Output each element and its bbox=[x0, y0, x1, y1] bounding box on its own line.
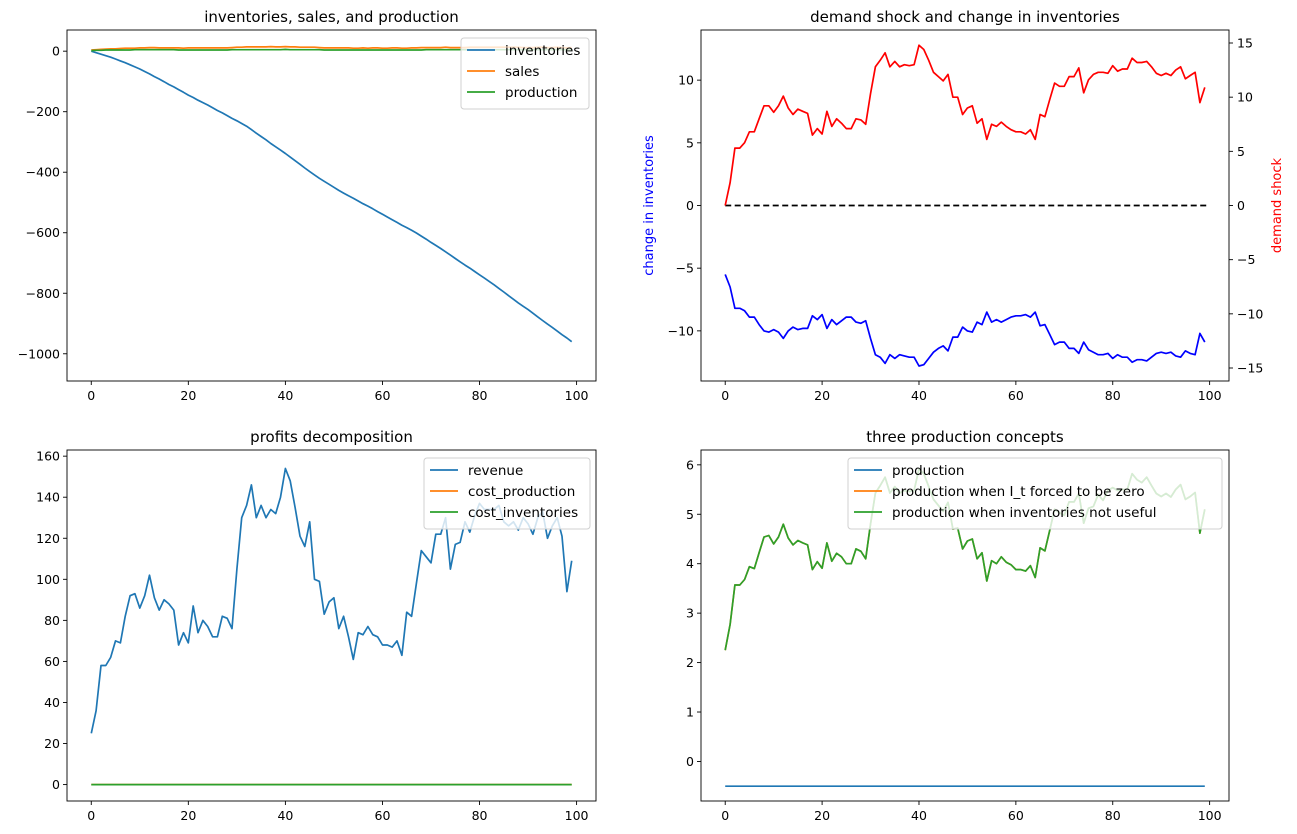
y-tick-label: 140 bbox=[36, 490, 60, 505]
legend: inventories sales production bbox=[460, 37, 590, 110]
y-tick-label: 60 bbox=[44, 654, 60, 669]
chart-panel-4: three production concepts 0 20 40 60 80 100 0 1 2… bbox=[686, 428, 1230, 823]
plot-frame bbox=[700, 29, 1230, 382]
x-tick-label: 20 bbox=[814, 808, 830, 823]
legend-box bbox=[423, 457, 591, 530]
x-tick-label: 100 bbox=[1198, 388, 1222, 403]
y-right-tick-label: −15 bbox=[1237, 361, 1263, 376]
y-tick-label: 6 bbox=[686, 457, 694, 472]
y-right-tick-label: −10 bbox=[1237, 306, 1263, 321]
legend-label: cost_inventories bbox=[468, 505, 578, 521]
y-tick-label: −200 bbox=[26, 104, 60, 119]
y-tick-label: 5 bbox=[686, 507, 694, 522]
x-tick-label: 60 bbox=[1008, 388, 1024, 403]
chart-title: three production concepts bbox=[866, 428, 1064, 446]
legend-label: production when I_t forced to be zero bbox=[892, 484, 1145, 500]
legend-label: cost_production bbox=[468, 484, 575, 500]
y-tick-label: −600 bbox=[26, 225, 60, 240]
y-tick-label: 5 bbox=[686, 135, 694, 150]
legend: revenue cost_production cost_inventories bbox=[423, 457, 591, 530]
y-tick-label: 40 bbox=[44, 695, 60, 710]
series-line-left-0 bbox=[724, 274, 1206, 367]
chart-title: inventories, sales, and production bbox=[204, 8, 459, 26]
y-tick-label: 3 bbox=[686, 606, 694, 621]
x-tick-label: 40 bbox=[911, 808, 927, 823]
x-tick-label: 100 bbox=[565, 388, 589, 403]
plot-frame bbox=[700, 449, 1230, 802]
legend: production production when I_t forced to … bbox=[847, 457, 1223, 530]
x-tick-label: 100 bbox=[565, 808, 589, 823]
chart-panel-3: profits decomposition 0 20 40 60 80 100 0 20 40 60… bbox=[36, 428, 597, 823]
legend-box bbox=[847, 457, 1223, 530]
x-tick-label: 40 bbox=[911, 388, 927, 403]
y-tick-label: −1000 bbox=[18, 346, 60, 361]
y-tick-label: 10 bbox=[678, 73, 694, 88]
legend-label: revenue bbox=[468, 463, 523, 479]
series-line-right-1 bbox=[724, 44, 1206, 206]
y-tick-label: 100 bbox=[36, 572, 60, 587]
y-tick-label: −5 bbox=[676, 261, 694, 276]
plot-frame bbox=[66, 29, 597, 382]
series-line-inventories bbox=[91, 50, 573, 343]
y-tick-label: 80 bbox=[44, 613, 60, 628]
y-right-tick-label: −5 bbox=[1237, 252, 1255, 267]
y-right-tick-label: 0 bbox=[1237, 198, 1245, 213]
x-tick-label: 20 bbox=[180, 808, 196, 823]
y-tick-label: −10 bbox=[668, 323, 694, 338]
x-tick-label: 60 bbox=[375, 388, 391, 403]
y-tick-label: 0 bbox=[52, 777, 60, 792]
x-tick-label: 0 bbox=[87, 388, 95, 403]
x-tick-label: 80 bbox=[1105, 808, 1121, 823]
y-tick-label: 1 bbox=[686, 705, 694, 720]
y-right-tick-label: 5 bbox=[1237, 144, 1245, 159]
x-tick-label: 0 bbox=[721, 388, 729, 403]
legend-label: inventories bbox=[505, 43, 580, 59]
x-tick-label: 0 bbox=[87, 808, 95, 823]
x-tick-label: 60 bbox=[1008, 808, 1024, 823]
x-tick-label: 80 bbox=[472, 808, 488, 823]
y-tick-label: 4 bbox=[686, 556, 694, 571]
y-tick-label: 0 bbox=[686, 198, 694, 213]
x-tick-label: 40 bbox=[277, 388, 293, 403]
legend-label: production bbox=[505, 85, 578, 101]
legend-label: production when inventories not useful bbox=[892, 505, 1157, 521]
x-tick-label: 80 bbox=[1105, 388, 1121, 403]
x-tick-label: 20 bbox=[180, 388, 196, 403]
chart-panel-2: demand shock and change in inventories 0 2… bbox=[642, 8, 1285, 403]
y-right-axis-label: demand shock bbox=[1270, 157, 1285, 253]
y-tick-label: −800 bbox=[26, 286, 60, 301]
legend-label: production bbox=[892, 463, 965, 479]
y-right-tick-label: 15 bbox=[1237, 36, 1253, 51]
y-axis-label: change in inventories bbox=[642, 135, 657, 276]
y-tick-label: 20 bbox=[44, 736, 60, 751]
y-tick-label: −400 bbox=[26, 165, 60, 180]
x-tick-label: 40 bbox=[277, 808, 293, 823]
x-tick-label: 0 bbox=[721, 808, 729, 823]
y-tick-label: 0 bbox=[52, 44, 60, 59]
y-tick-label: 160 bbox=[36, 449, 60, 464]
chart-title: profits decomposition bbox=[250, 428, 413, 446]
y-tick-label: 0 bbox=[686, 754, 694, 769]
x-tick-label: 60 bbox=[375, 808, 391, 823]
x-tick-label: 100 bbox=[1198, 808, 1222, 823]
legend-label: sales bbox=[505, 64, 539, 80]
chart-panel-1: inventories, sales, and production 0 20 40 6… bbox=[18, 8, 597, 403]
plot-frame bbox=[66, 449, 597, 802]
y-right-tick-label: 10 bbox=[1237, 90, 1253, 105]
y-tick-label: 2 bbox=[686, 655, 694, 670]
x-tick-label: 80 bbox=[472, 388, 488, 403]
x-tick-label: 20 bbox=[814, 388, 830, 403]
chart-title: demand shock and change in inventories bbox=[810, 8, 1120, 26]
y-tick-label: 120 bbox=[36, 531, 60, 546]
